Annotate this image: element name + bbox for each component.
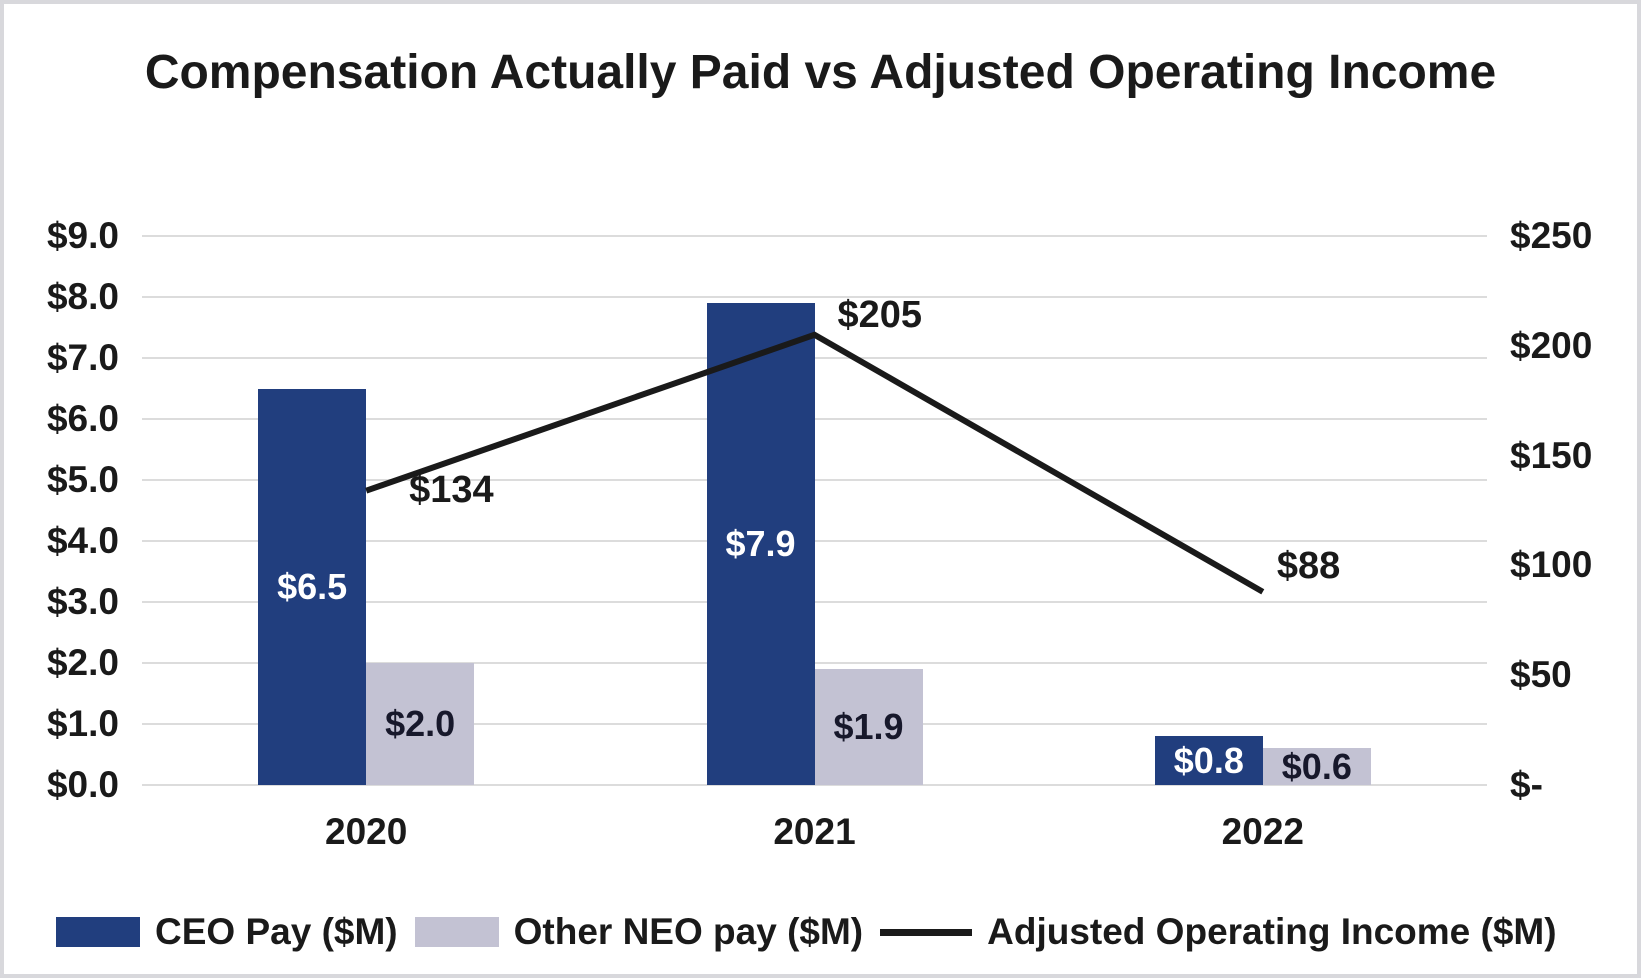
line-point-label: $205 bbox=[837, 293, 923, 336]
legend-label-adjusted-operating-income: Adjusted Operating Income ($M) bbox=[987, 911, 1557, 952]
y-axis-label-left: $3.0 bbox=[46, 581, 119, 622]
bar-ceo-pay-m--2022 bbox=[1154, 736, 1263, 785]
legend-swatch-ceo-pay bbox=[56, 917, 140, 947]
y-axis-label-right: $150 bbox=[1510, 434, 1593, 476]
y-axis-label-left: $8.0 bbox=[46, 276, 119, 317]
line-point-label: $134 bbox=[409, 468, 494, 511]
bar-label: $2.0 bbox=[385, 703, 456, 744]
bar-label: $1.9 bbox=[833, 706, 904, 748]
legend-label-other-neo-pay: Other NEO pay ($M) bbox=[513, 911, 864, 952]
legend-swatch-other-neo-pay bbox=[414, 917, 499, 947]
bar-other-neo-pay-m--2020 bbox=[366, 663, 475, 785]
gridline bbox=[142, 235, 1487, 237]
y-axis-label-right: $200 bbox=[1510, 324, 1593, 366]
bar-label: $0.8 bbox=[1173, 739, 1244, 781]
y-axis-label-right: $250 bbox=[1510, 215, 1593, 256]
x-axis-label-2022: 2022 bbox=[1221, 811, 1304, 852]
x-axis-label-2021: 2021 bbox=[773, 811, 856, 852]
y-axis-label-right: $- bbox=[1510, 764, 1543, 805]
bar-label: $0.6 bbox=[1281, 745, 1352, 787]
gridline bbox=[142, 479, 1487, 481]
legend-label-ceo-pay: CEO Pay ($M) bbox=[155, 911, 398, 952]
y-axis-label-left: $6.0 bbox=[46, 398, 119, 439]
legend-swatch-adjusted-operating-income bbox=[880, 928, 973, 936]
bar-label: $6.5 bbox=[277, 565, 348, 607]
bar-other-neo-pay-m--2022 bbox=[1262, 748, 1371, 785]
bar-label: $7.9 bbox=[725, 523, 796, 565]
legend: CEO Pay ($M) Other NEO pay ($M) Adjusted… bbox=[56, 906, 1559, 958]
y-axis-label-left: $9.0 bbox=[46, 215, 119, 256]
y-axis-label-left: $5.0 bbox=[46, 459, 119, 500]
plot-area: $0.0 $1.0 $2.0 $3.0 $4.0 $5.0 $6.0 $7.0 $8.0 $9.0… bbox=[4, 4, 1637, 974]
gridline bbox=[142, 418, 1487, 420]
line-point-label: $88 bbox=[1276, 544, 1341, 587]
line-series-adjusted-operating-income bbox=[365, 331, 1265, 595]
gridline bbox=[142, 296, 1487, 298]
gridline bbox=[142, 601, 1487, 603]
bar-ceo-pay-m--2020 bbox=[258, 388, 367, 785]
gridline bbox=[142, 784, 1487, 786]
bar-ceo-pay-m--2021 bbox=[706, 303, 815, 785]
y-axis-label-left: $4.0 bbox=[46, 520, 119, 561]
y-axis-label-left: $2.0 bbox=[46, 642, 119, 683]
gridline bbox=[142, 357, 1487, 359]
gridline bbox=[142, 540, 1487, 542]
y-axis-label-left: $0.0 bbox=[46, 764, 119, 805]
y-axis-label-right: $50 bbox=[1510, 654, 1572, 696]
y-axis-label-left: $1.0 bbox=[46, 703, 119, 744]
bar-other-neo-pay-m--2021 bbox=[814, 669, 923, 785]
x-axis-label-2020: 2020 bbox=[325, 811, 408, 852]
chart-title: Compensation Actually Paid vs Adjusted O… bbox=[144, 46, 1497, 99]
gridline bbox=[142, 662, 1487, 664]
y-axis-label-left: $7.0 bbox=[46, 337, 119, 378]
y-axis-label-right: $100 bbox=[1510, 544, 1593, 586]
